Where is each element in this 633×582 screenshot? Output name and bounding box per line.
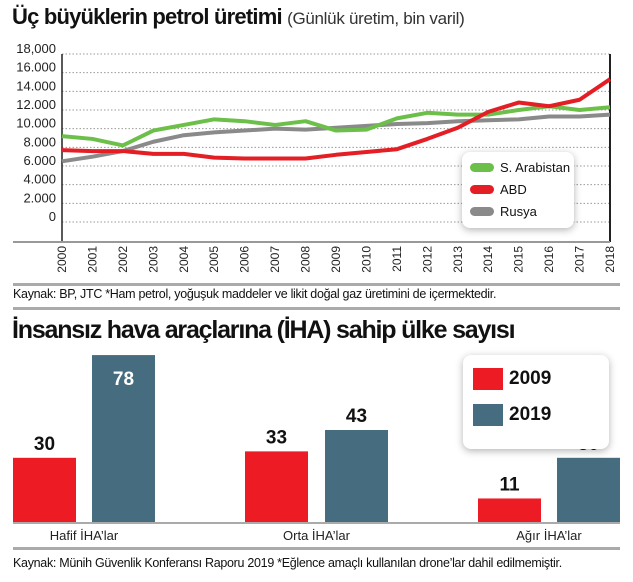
y-tick-label: 6.000 bbox=[23, 153, 56, 168]
bar-value-label: 30 bbox=[34, 434, 55, 455]
x-tick-label: 2016 bbox=[542, 246, 556, 273]
legend-label: 2009 bbox=[509, 368, 552, 389]
bar bbox=[557, 457, 620, 522]
y-tick-label: 8.000 bbox=[23, 134, 56, 149]
legend-swatch bbox=[473, 368, 503, 390]
title-subtitle: (Günlük üretim, bin varil) bbox=[287, 9, 465, 28]
bar-value-label: 11 bbox=[499, 474, 520, 495]
bar-value-label: 43 bbox=[346, 406, 367, 427]
legend-item: 2009 bbox=[473, 361, 609, 397]
legend-label: Rusya bbox=[500, 203, 537, 219]
legend-swatch bbox=[470, 184, 494, 194]
divider bbox=[13, 547, 620, 550]
divider bbox=[13, 307, 620, 310]
legend-label: ABD bbox=[500, 181, 527, 197]
x-tick-label: 2015 bbox=[512, 246, 526, 273]
legend-item: S. Arabistan bbox=[470, 156, 574, 178]
x-tick-label: 2014 bbox=[481, 246, 495, 273]
line-chart: 0 2.000 4.000 6.000 8.000 10.000 12.000 14.000 1… bbox=[13, 41, 617, 273]
legend-swatch bbox=[470, 162, 494, 172]
bar bbox=[478, 498, 541, 522]
title-main: Üç büyüklerin petrol üretimi bbox=[12, 4, 283, 29]
bar-chart-title: İnsansız hava araçlarına (İHA) sahip ülk… bbox=[12, 316, 516, 344]
x-tick-label: 2001 bbox=[85, 246, 99, 273]
legend-label: 2019 bbox=[509, 404, 552, 425]
bar bbox=[92, 355, 155, 522]
bar-source-note: Kaynak: Münih Güvenlik Konferansı Raporu… bbox=[13, 556, 562, 570]
y-tick-label: 18,000 bbox=[16, 41, 56, 56]
legend-item: ABD bbox=[470, 178, 574, 200]
x-tick-label: 2011 bbox=[390, 246, 404, 272]
x-tick-label: 2002 bbox=[116, 246, 130, 273]
series-line-abd bbox=[61, 77, 612, 161]
y-tick-label: 16.000 bbox=[16, 60, 56, 75]
y-tick-label: 10.000 bbox=[16, 116, 56, 131]
bar bbox=[13, 457, 76, 522]
x-tick-label: 2004 bbox=[177, 246, 191, 273]
x-tick-label: 2000 bbox=[55, 246, 69, 273]
bar bbox=[245, 451, 308, 522]
divider bbox=[13, 283, 620, 286]
x-tick-label: 2013 bbox=[451, 246, 465, 273]
x-tick-label: 2018 bbox=[603, 246, 617, 273]
y-tick-label: 12.000 bbox=[16, 97, 56, 112]
series-line-rusya bbox=[61, 112, 611, 164]
legend-item: Rusya bbox=[470, 200, 574, 222]
legend-item: 2019 bbox=[473, 397, 609, 433]
x-tick-label: 2007 bbox=[268, 246, 282, 273]
x-tick-label: 2008 bbox=[299, 246, 313, 273]
x-tick-label: 2009 bbox=[329, 246, 343, 273]
bar-value-label: 33 bbox=[266, 427, 287, 448]
category-label: Ağır İHA’lar bbox=[516, 528, 582, 543]
x-tick-label: 2006 bbox=[238, 246, 252, 273]
x-tick-label: 2012 bbox=[420, 246, 434, 273]
y-tick-label: 0 bbox=[49, 209, 56, 224]
bar-value-label: 78 bbox=[113, 369, 134, 390]
y-tick-label: 4.000 bbox=[23, 172, 56, 187]
legend-label: S. Arabistan bbox=[500, 159, 571, 175]
x-tick-label: 2003 bbox=[146, 246, 160, 273]
category-label: Orta İHA’lar bbox=[283, 528, 351, 543]
y-tick-label: 2.000 bbox=[23, 190, 56, 205]
x-tick-label: 2017 bbox=[573, 246, 587, 273]
legend-swatch bbox=[470, 206, 494, 216]
legend-swatch bbox=[473, 404, 503, 426]
line-source-note: Kaynak: BP, JTC *Ham petrol, yoğuşuk mad… bbox=[13, 287, 497, 301]
y-tick-label: 14.000 bbox=[16, 78, 56, 93]
bar-legend: 2009 2019 bbox=[463, 355, 609, 449]
x-tick-label: 2010 bbox=[359, 246, 373, 273]
line-chart-title: Üç büyüklerin petrol üretimi (Günlük üre… bbox=[12, 4, 465, 30]
series-line-s-arabistan bbox=[61, 104, 611, 148]
x-tick-label: 2005 bbox=[207, 246, 221, 273]
category-label: Hafif İHA’lar bbox=[50, 528, 119, 543]
bar bbox=[325, 429, 388, 522]
line-legend: S. Arabistan ABD Rusya bbox=[462, 152, 574, 228]
